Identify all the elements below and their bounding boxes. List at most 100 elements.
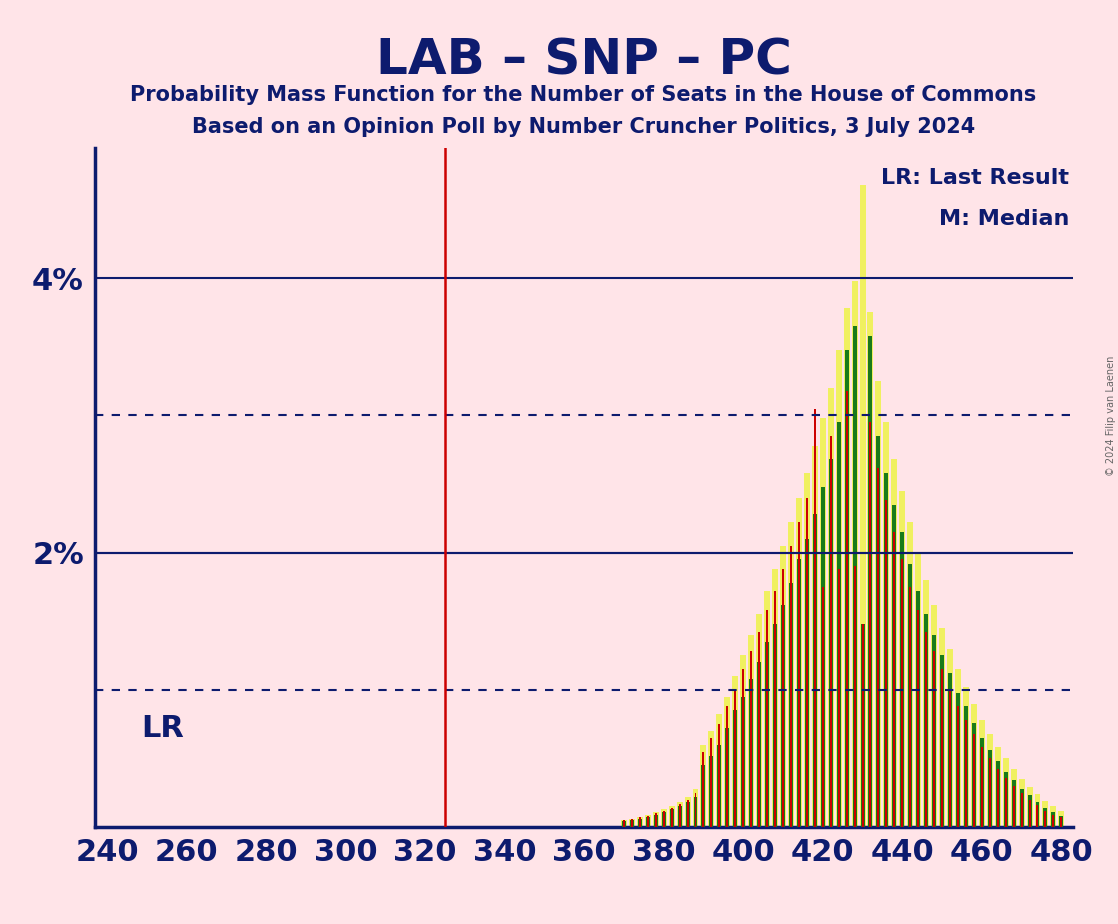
Bar	[909, 587, 911, 827]
Bar	[1004, 772, 1007, 827]
Bar	[1005, 778, 1006, 827]
Bar	[780, 546, 786, 827]
Bar	[773, 624, 777, 827]
Bar	[1051, 812, 1055, 827]
Bar	[638, 819, 642, 827]
Bar	[735, 690, 737, 827]
Bar	[996, 761, 999, 827]
Bar	[629, 821, 634, 827]
Bar	[835, 349, 842, 827]
Bar	[806, 498, 808, 827]
Bar	[1027, 796, 1032, 827]
Bar	[827, 388, 834, 827]
Bar	[670, 809, 674, 827]
Bar	[1051, 807, 1057, 827]
Bar	[948, 674, 953, 827]
Bar	[934, 651, 935, 827]
Bar	[653, 812, 659, 827]
Bar	[963, 687, 969, 827]
Bar	[790, 546, 792, 827]
Bar	[931, 604, 937, 827]
Bar	[988, 759, 991, 827]
Bar	[988, 750, 992, 827]
Bar	[645, 815, 651, 827]
Text: Probability Mass Function for the Number of Seats in the House of Commons: Probability Mass Function for the Number…	[131, 85, 1036, 105]
Bar	[868, 312, 873, 827]
Bar	[1044, 810, 1046, 827]
Bar	[844, 309, 850, 827]
Bar	[830, 436, 832, 827]
Bar	[724, 697, 730, 827]
Bar	[899, 491, 906, 827]
Bar	[970, 703, 977, 827]
Bar	[788, 522, 794, 827]
Bar	[1026, 787, 1033, 827]
Bar	[1018, 779, 1024, 827]
Bar	[727, 706, 728, 827]
Bar	[892, 505, 897, 827]
Text: M: Median: M: Median	[939, 209, 1069, 229]
Bar	[813, 514, 817, 827]
Bar	[623, 821, 625, 827]
Bar	[678, 807, 682, 827]
Bar	[917, 610, 919, 827]
Bar	[781, 604, 785, 827]
Bar	[671, 808, 673, 827]
Bar	[686, 799, 689, 827]
Bar	[997, 770, 998, 827]
Bar	[940, 655, 944, 827]
Bar	[1060, 816, 1063, 827]
Bar	[995, 748, 1001, 827]
Bar	[765, 642, 769, 827]
Bar	[883, 422, 889, 827]
Bar	[837, 569, 840, 827]
Bar	[926, 632, 927, 827]
Text: Based on an Opinion Poll by Number Cruncher Politics, 3 July 2024: Based on an Opinion Poll by Number Crunc…	[192, 117, 975, 138]
Bar	[1020, 788, 1024, 827]
Bar	[620, 821, 627, 827]
Bar	[1013, 785, 1015, 827]
Bar	[781, 569, 784, 827]
Bar	[710, 737, 712, 827]
Bar	[773, 569, 778, 827]
Bar	[798, 522, 799, 827]
Bar	[733, 711, 737, 827]
Bar	[1029, 799, 1031, 827]
Bar	[726, 728, 729, 827]
Bar	[939, 628, 945, 827]
Bar	[821, 487, 825, 827]
Bar	[870, 422, 871, 827]
Bar	[925, 614, 928, 827]
Bar	[1043, 808, 1048, 827]
Bar	[701, 765, 705, 827]
Bar	[900, 532, 904, 827]
Bar	[758, 632, 760, 827]
Bar	[797, 559, 800, 827]
Bar	[917, 591, 920, 827]
Bar	[845, 391, 847, 827]
Bar	[955, 669, 961, 827]
Bar	[741, 697, 746, 827]
Bar	[702, 751, 704, 827]
Bar	[669, 807, 674, 827]
Bar	[684, 796, 691, 827]
Bar	[884, 473, 889, 827]
Bar	[819, 419, 826, 827]
Bar	[1021, 793, 1023, 827]
Bar	[710, 756, 713, 827]
Bar	[1035, 802, 1040, 827]
Bar	[1059, 810, 1064, 827]
Bar	[719, 724, 720, 827]
Bar	[757, 663, 761, 827]
Bar	[694, 793, 697, 827]
Bar	[853, 566, 855, 827]
Bar	[836, 422, 841, 827]
Bar	[853, 326, 856, 827]
Bar	[844, 349, 849, 827]
Bar	[860, 185, 865, 827]
Bar	[654, 815, 657, 827]
Text: LR: Last Result: LR: Last Result	[881, 168, 1069, 188]
Bar	[875, 381, 881, 827]
Bar	[693, 796, 698, 827]
Bar	[979, 720, 985, 827]
